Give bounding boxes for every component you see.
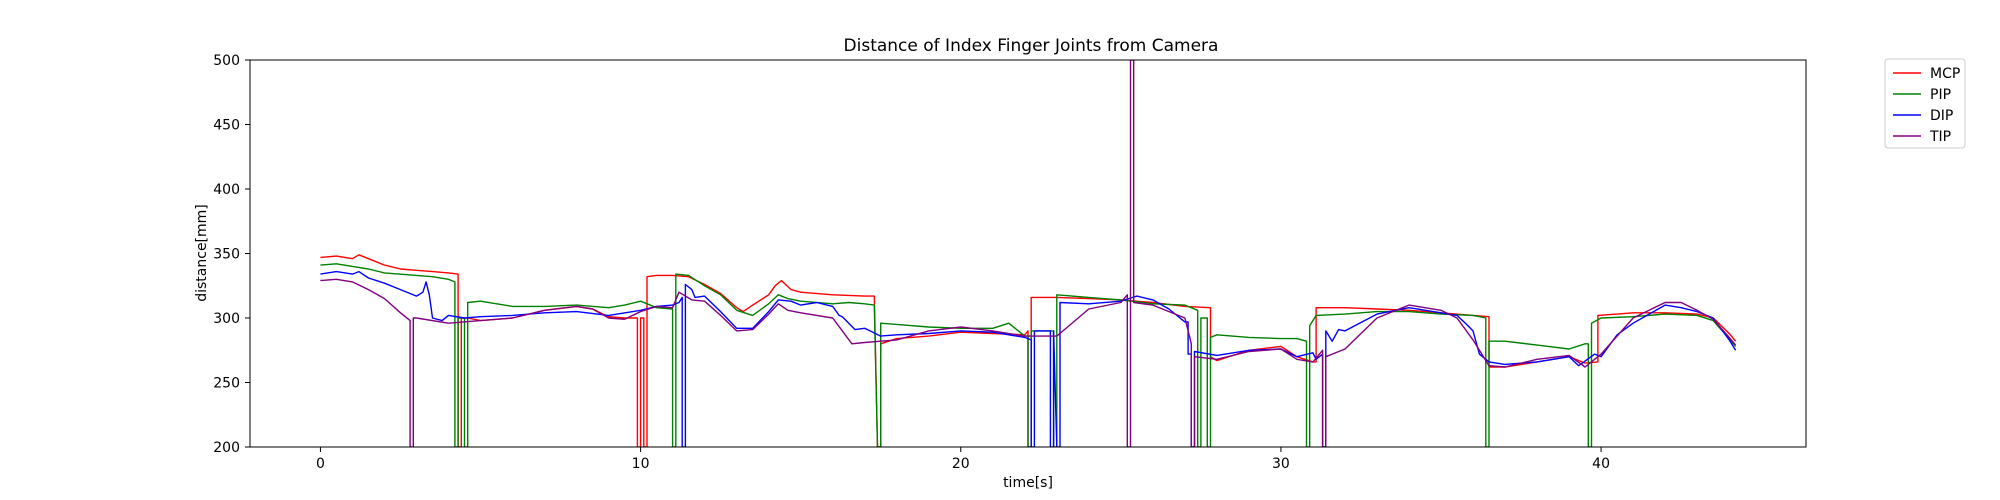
legend-label-pip: PIP bbox=[1930, 87, 1951, 103]
y-tick-label: 400 bbox=[213, 182, 240, 198]
plot-area bbox=[249, 59, 1807, 448]
legend-label-tip: TIP bbox=[1929, 129, 1951, 145]
y-tick-label: 200 bbox=[213, 440, 240, 456]
x-axis: 0 10 20 30 40 bbox=[316, 447, 1610, 472]
chart-title: Distance of Index Finger Joints from Cam… bbox=[844, 36, 1219, 56]
legend-frame bbox=[1884, 58, 1966, 149]
y-axis: 200 250 300 350 400 450 500 bbox=[213, 53, 250, 456]
y-tick-label: 250 bbox=[213, 376, 240, 392]
y-tick-label: 500 bbox=[213, 53, 240, 69]
y-tick-label: 350 bbox=[213, 247, 240, 263]
x-tick-label: 10 bbox=[632, 456, 650, 472]
series-group bbox=[320, 60, 1737, 447]
x-axis-label: time[s] bbox=[1003, 475, 1053, 491]
legend: MCP PIP DIP TIP bbox=[1884, 58, 1966, 149]
series-line-tip bbox=[320, 60, 1737, 447]
legend-label-mcp: MCP bbox=[1930, 66, 1960, 82]
x-tick-label: 40 bbox=[1592, 456, 1610, 472]
x-tick-label: 30 bbox=[1272, 456, 1290, 472]
series-line-dip bbox=[320, 270, 1737, 447]
legend-label-dip: DIP bbox=[1930, 108, 1953, 124]
y-tick-label: 450 bbox=[213, 118, 240, 134]
x-tick-label: 20 bbox=[952, 456, 970, 472]
y-axis-label: distance[mm] bbox=[194, 204, 210, 302]
series-line-pip bbox=[320, 263, 1737, 447]
x-tick-label: 0 bbox=[316, 456, 325, 472]
y-tick-label: 300 bbox=[213, 311, 240, 327]
